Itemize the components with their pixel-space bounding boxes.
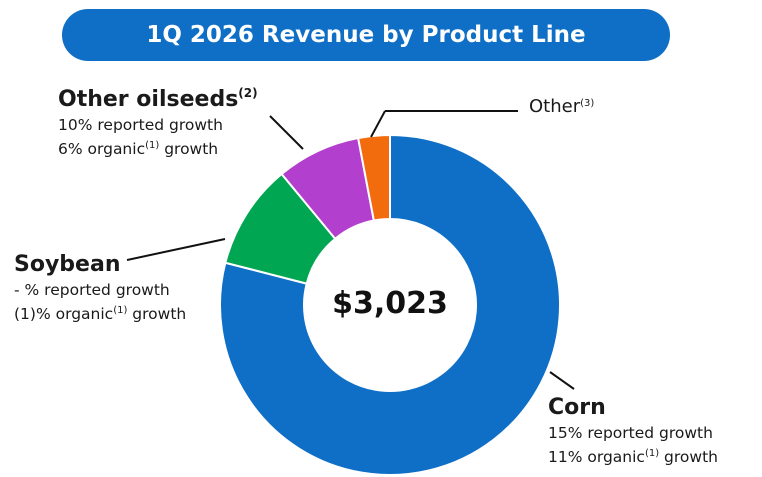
label-other-oilseeds: Other oilseeds(2) 10% reported growth 6%… (58, 87, 258, 161)
other-footnote: (3) (580, 98, 595, 109)
corn-organic-footnote: (1) (644, 448, 660, 459)
leader-line-oilseeds (269, 115, 304, 150)
soybean-organic-suffix: growth (127, 305, 187, 323)
oilseeds-organic-footnote: (1) (145, 140, 160, 151)
soybean-reported: - % reported growth (14, 281, 170, 299)
oilseeds-reported: 10% reported growth (58, 116, 223, 134)
slice-other (356, 133, 391, 222)
corn-organic-suffix: growth (659, 448, 718, 466)
slice-corn (219, 133, 561, 476)
leader-line-other (370, 110, 386, 138)
corn-organic: 11% organic (548, 448, 645, 466)
oilseeds-organic: 6% organic (58, 140, 146, 158)
other-name: Other (529, 96, 581, 117)
soybean-organic-footnote: (1) (113, 305, 128, 316)
oilseeds-footnote: (2) (238, 86, 258, 100)
oilseeds-organic-suffix: growth (159, 140, 219, 158)
label-soybean: Soybean - % reported growth (1)% organic… (14, 252, 186, 326)
corn-name: Corn (548, 395, 606, 420)
center-total: $3,023 (332, 286, 448, 321)
soybean-name: Soybean (14, 252, 121, 277)
label-other: Other(3) (529, 96, 594, 117)
leader-line-soybean (126, 238, 226, 261)
chart-title: 1Q 2026 Revenue by Product Line (62, 9, 670, 61)
soybean-organic: (1)% organic (14, 305, 114, 323)
corn-reported: 15% reported growth (548, 424, 713, 442)
leader-line-corn (549, 371, 575, 390)
oilseeds-name: Other oilseeds (58, 87, 239, 112)
label-corn: Corn 15% reported growth 11% organic(1) … (548, 395, 718, 469)
